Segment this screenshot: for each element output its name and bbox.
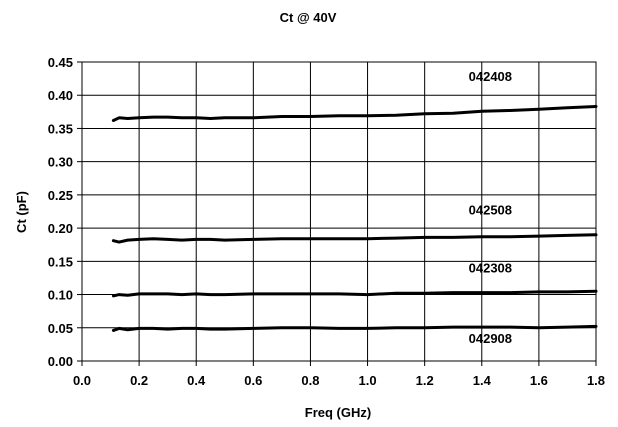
x-tick-label: 0.0	[73, 373, 91, 388]
x-tick-label: 0.2	[130, 373, 148, 388]
y-tick-label: 0.45	[48, 55, 73, 70]
chart-title: Ct @ 40V	[280, 10, 337, 25]
series-label: 042908	[469, 331, 512, 346]
series-lines	[111, 105, 598, 332]
x-tick-label: 0.6	[244, 373, 262, 388]
y-tick-label: 0.00	[48, 354, 73, 369]
y-tick-label: 0.05	[48, 321, 73, 336]
y-tick-label: 0.40	[48, 88, 73, 103]
x-tick-label: 1.8	[587, 373, 605, 388]
series-label: 042308	[469, 261, 512, 276]
series-label: 042508	[469, 203, 512, 218]
y-tick-label: 0.30	[48, 155, 73, 170]
plot-area	[81, 61, 597, 362]
y-tick-label: 0.15	[48, 254, 73, 269]
series-label: 042408	[469, 69, 512, 84]
y-axis-title: Ct (pF)	[14, 191, 29, 233]
x-tick-label: 1.6	[530, 373, 548, 388]
x-tick-label: 1.2	[416, 373, 434, 388]
x-axis: 0.0 0.2 0.4 0.6 0.8 1.0 1.2 1.4 1.6 1.8	[73, 361, 605, 388]
series-line-042508	[111, 233, 598, 244]
y-tick-label: 0.25	[48, 188, 73, 203]
x-tick-label: 1.4	[473, 373, 492, 388]
y-axis: 0.00 0.05 0.10 0.15 0.20 0.25 0.30 0.35 0.40 0.45	[48, 55, 82, 369]
series-line-042308	[111, 289, 598, 298]
series-line-042408	[111, 105, 598, 122]
y-tick-label: 0.10	[48, 288, 73, 303]
series-line-042908	[111, 324, 598, 332]
y-tick-label: 0.35	[48, 121, 73, 136]
x-tick-label: 0.8	[301, 373, 319, 388]
y-tick-label: 0.20	[48, 221, 73, 236]
x-tick-label: 1.0	[359, 373, 377, 388]
series-labels: 042408 042508 042308 042908	[469, 69, 512, 346]
x-axis-title: Freq (GHz)	[305, 405, 371, 420]
gridlines	[82, 62, 596, 361]
x-tick-label: 0.4	[187, 373, 206, 388]
